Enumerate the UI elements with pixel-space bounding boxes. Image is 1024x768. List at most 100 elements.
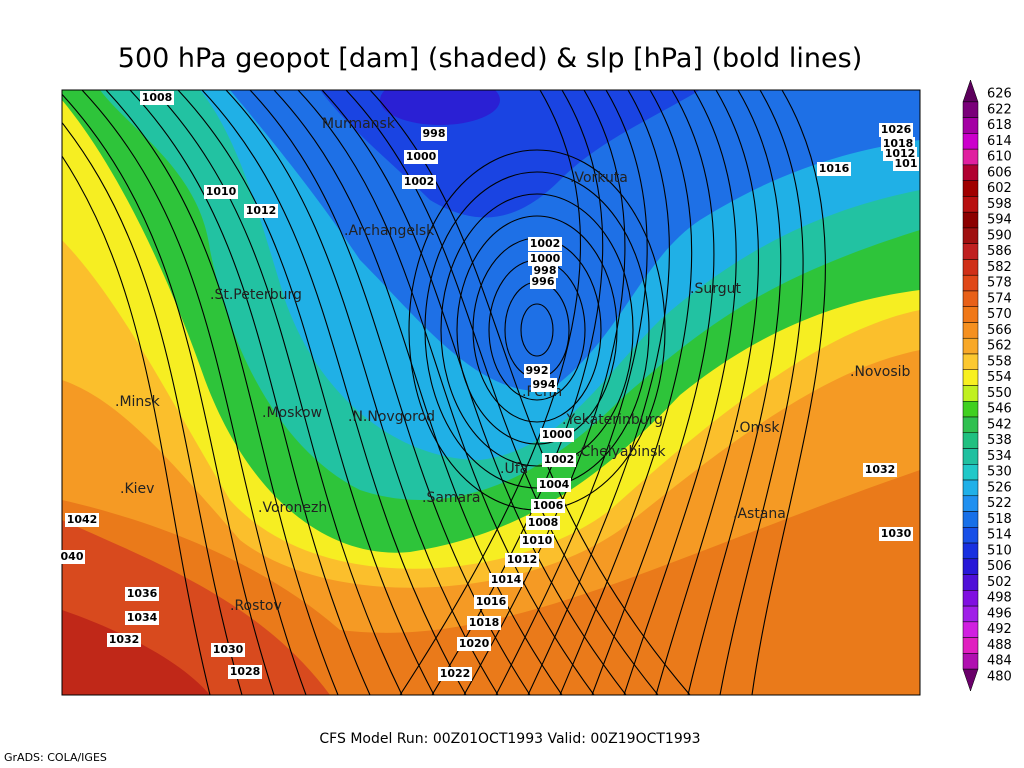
colorbar-swatch (962, 353, 979, 370)
city-label: .Chelyabinsk (576, 444, 666, 460)
isobar-label: 996 (532, 275, 555, 288)
isobar-label-box (528, 237, 562, 251)
colorbar-swatch (962, 416, 979, 434)
colorbar-swatch (962, 196, 979, 213)
colorbar-swatch (962, 211, 979, 229)
isobar (623, 90, 737, 695)
isobar-label: 1030 (881, 527, 912, 540)
colorbar-swatch (962, 542, 979, 560)
city-label: .Yekaterinburg (562, 412, 663, 428)
colorbar-swatch (962, 527, 979, 544)
credit: GrADS: COLA/IGES (4, 751, 107, 764)
isobar (559, 90, 693, 695)
isobar-label-box (531, 499, 565, 513)
city-label: .Surgut (690, 281, 741, 297)
isobar (345, 90, 659, 695)
colorbar-label: 618 (987, 118, 1012, 133)
city-label: .Novosib (850, 364, 911, 380)
isobar-label-box (817, 162, 851, 176)
isobar-label: 998 (534, 264, 557, 277)
colorbar-swatch (962, 653, 979, 670)
colorbar-swatch (962, 448, 979, 465)
colorbar-swatch (962, 117, 979, 134)
colorbar-label: 498 (987, 591, 1012, 606)
isobar-label: 1002 (404, 175, 435, 188)
isobar-label: 1000 (542, 428, 573, 441)
isobar-label: 1034 (127, 611, 158, 624)
isobar-label: 1014 (491, 573, 522, 586)
city-label: .Omsk (735, 420, 780, 436)
isobar-label-box (542, 453, 576, 467)
colorbar-swatch (962, 558, 979, 575)
colorbar-label: 542 (987, 417, 1012, 432)
city-label: .Ufa (500, 461, 528, 477)
isobar-label-box (474, 595, 508, 609)
colorbar-swatch (962, 274, 979, 292)
isobar-label-box (107, 633, 141, 647)
colorbar-swatch (962, 133, 979, 150)
colorbar-swatch (962, 337, 979, 355)
isobar-label-box (520, 534, 554, 548)
isobar-label-box (879, 527, 913, 541)
isobar-label: 1028 (230, 665, 261, 678)
colorbar-swatch (962, 322, 979, 339)
isobar-label-box (467, 616, 501, 630)
isobar (520, 303, 554, 357)
city-label: Murmansk (322, 116, 396, 132)
isobar-label-box (125, 587, 159, 601)
isobar (440, 193, 634, 467)
isobar-label: 1026 (881, 123, 912, 136)
colorbar-label: 488 (987, 638, 1012, 653)
colorbar-label: 526 (987, 480, 1012, 495)
colorbar-label: 574 (987, 291, 1012, 306)
isobar-label-box (863, 463, 897, 477)
isobar-label-box (528, 252, 562, 266)
isobar-label-box (438, 667, 472, 681)
map-shading (62, 90, 920, 695)
isobar-label: 1016 (476, 595, 507, 608)
colorbar-label: 598 (987, 197, 1012, 212)
isobar-label: 1016 (819, 162, 850, 175)
colorbar-swatch (962, 180, 979, 197)
colorbar-label: 550 (987, 386, 1012, 401)
isobar-label-box (505, 553, 539, 567)
colorbar-label: 590 (987, 228, 1012, 243)
isobar-label-box (457, 637, 491, 651)
colorbar-swatch (962, 243, 979, 260)
isobar-label: 1010 (206, 185, 237, 198)
isobar-label: 1036 (127, 587, 158, 600)
isobar-label-box (244, 204, 278, 218)
colorbar-label: 582 (987, 260, 1012, 275)
isobar-label-box (526, 516, 560, 530)
isobar (105, 90, 339, 695)
isobar (201, 90, 467, 695)
isobar-label-box (65, 513, 99, 527)
isobar-label-box (404, 150, 438, 164)
isobar-label-box (402, 175, 436, 189)
colorbar-label: 622 (987, 102, 1012, 117)
isobar-label-box (531, 378, 557, 392)
isobar-label: 1008 (528, 516, 559, 529)
isobar (273, 90, 563, 695)
colorbar-label: 514 (987, 528, 1012, 543)
isobar (687, 90, 782, 695)
colorbar-label: 558 (987, 354, 1012, 369)
isobar-label: 1030 (213, 643, 244, 656)
map-title: 500 hPa geopot [dam] (shaded) & slp [hPa… (118, 43, 862, 74)
isobar-label: 1012 (246, 204, 277, 217)
isobar-label: 101 (895, 157, 918, 170)
isobar-label: 1004 (539, 478, 570, 491)
isobar-label: 1012 (507, 553, 538, 566)
isobar (751, 90, 826, 695)
isobar-label-box (59, 550, 85, 564)
footer: CFS Model Run: 00Z01OCT1993 Valid: 00Z19… (319, 731, 700, 747)
isobar (249, 90, 531, 695)
isobar-label: 1006 (533, 499, 564, 512)
colorbar-label: 606 (987, 165, 1012, 180)
colorbar-label: 496 (987, 606, 1012, 621)
isobar-label: 1008 (142, 91, 173, 104)
isobar (62, 121, 243, 695)
isobar (62, 93, 275, 695)
isobar-label-box (540, 428, 574, 442)
colorbar-label: 554 (987, 370, 1012, 385)
